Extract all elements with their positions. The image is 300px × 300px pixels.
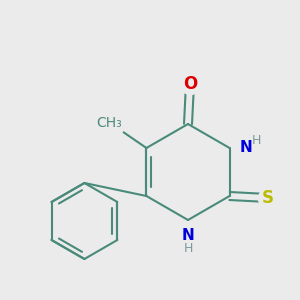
Text: CH₃: CH₃ bbox=[97, 116, 122, 130]
Text: N: N bbox=[182, 229, 194, 244]
Text: H: H bbox=[252, 134, 261, 146]
Text: N: N bbox=[239, 140, 252, 155]
Text: H: H bbox=[183, 242, 193, 254]
Text: S: S bbox=[262, 189, 274, 207]
Text: O: O bbox=[183, 75, 197, 93]
